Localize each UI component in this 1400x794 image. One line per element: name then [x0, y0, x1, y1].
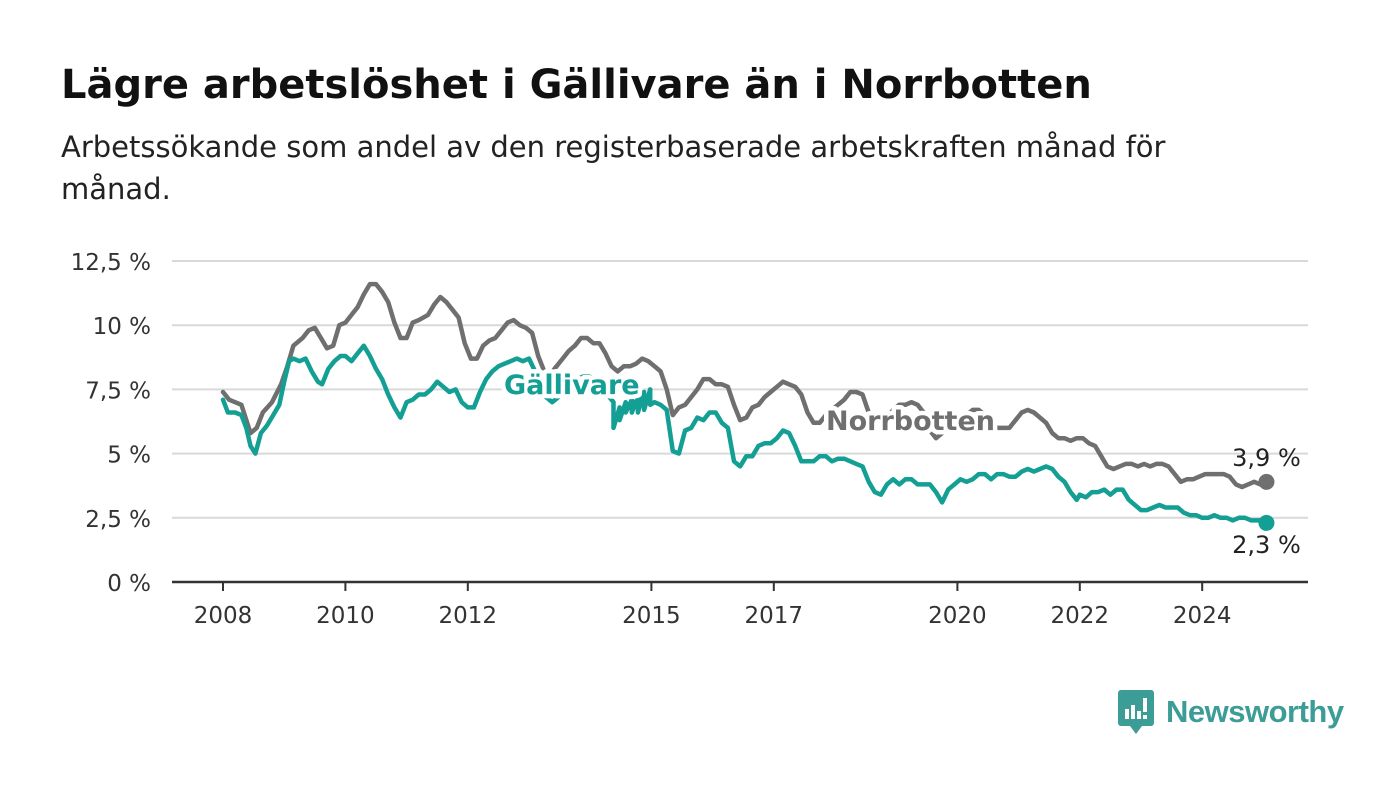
- line-chart: 0 %2,5 %5 %7,5 %10 %12,5 % 2008 2010 2012 2…: [71, 250, 1308, 629]
- series-line-gallivare: [220, 343, 1269, 526]
- y-tick-label: 2,5 %: [85, 507, 151, 533]
- page-title: Lägre arbetslöshet i Gällivare än i Norr…: [61, 62, 1092, 108]
- brand-name: Newsworthy: [1166, 694, 1344, 729]
- end-point-norrbotten: [1258, 473, 1275, 490]
- series-line-norrbotten: [220, 281, 1269, 490]
- chart-subtitle: Arbetssökande som andel av den registerb…: [61, 130, 1166, 206]
- series-lines: [220, 281, 1275, 531]
- end-point-gallivare: [1258, 514, 1275, 531]
- series-label-norrbotten: Norrbotten: [826, 406, 995, 437]
- end-value-label: 2,3 %: [1232, 531, 1301, 559]
- series-label-gallivare: Gällivare: [504, 370, 640, 401]
- x-tick-label: 2012: [439, 603, 498, 629]
- y-axis-tick-labels: 0 % 2,5 % 5 % 7,5 % 10 % 12,5 %: [71, 250, 151, 597]
- x-axis: [172, 580, 1308, 591]
- y-tick-label: 0 %: [107, 571, 151, 597]
- x-tick-label: 2008: [194, 603, 253, 629]
- y-tick-label: 12,5 %: [71, 250, 151, 276]
- series-labels: 3,9 % 2,3 % Gällivare Norrbotten: [500, 366, 1301, 559]
- x-tick-label: 2024: [1173, 603, 1232, 629]
- x-axis-tick-labels: 2008 2010 2012 2015 2017 2020 2022 2024: [194, 603, 1232, 629]
- newsworthy-logo: Newsworthy: [1118, 690, 1344, 734]
- x-tick-label: 2015: [622, 603, 681, 629]
- x-tick-label: 2022: [1051, 603, 1110, 629]
- end-value-label: 3,9 %: [1232, 444, 1301, 472]
- x-tick-label: 2020: [928, 603, 987, 629]
- bar-chart-speech-bubble-icon: [1118, 690, 1154, 734]
- x-tick-label: 2017: [745, 603, 804, 629]
- x-tick-label: 2010: [316, 603, 375, 629]
- gridlines: [172, 260, 1308, 519]
- y-tick-label: 10 %: [93, 314, 151, 340]
- y-tick-label: 7,5 %: [85, 378, 151, 404]
- y-tick-label: 5 %: [107, 443, 151, 469]
